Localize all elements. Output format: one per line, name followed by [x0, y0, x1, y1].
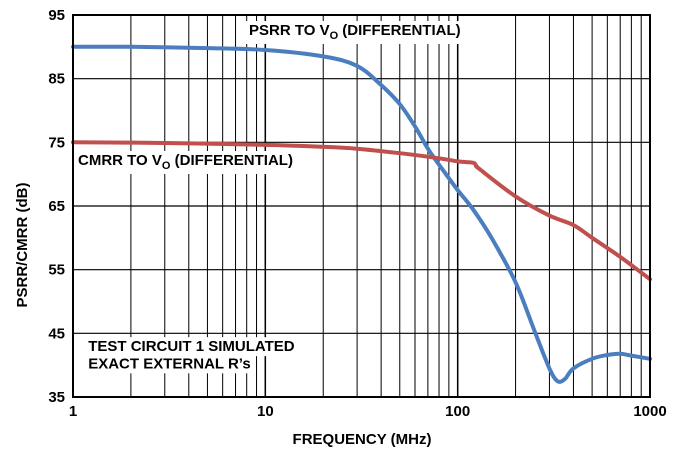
svg-text:PSRR TO VO (DIFFERENTIAL): PSRR TO VO (DIFFERENTIAL) — [249, 22, 461, 42]
y-axis-title: PSRR/CMRR (dB) — [14, 183, 31, 308]
cmrr-series-line — [71, 140, 652, 282]
y-tick-label: 45 — [48, 325, 65, 342]
y-tick-label: 75 — [48, 134, 65, 151]
y-tick-label: 35 — [48, 389, 65, 406]
y-tick-label: 55 — [48, 262, 65, 279]
y-tick-label: 65 — [48, 198, 65, 215]
psrr-series-line — [71, 44, 652, 384]
cmrr-series-label: CMRR TO VO (DIFFERENTIAL) — [74, 151, 297, 174]
plot-frame — [72, 14, 651, 398]
annotation-background — [85, 354, 254, 374]
x-tick-label: 10 — [257, 403, 274, 420]
y-tick-label: 85 — [48, 71, 65, 88]
y-tick-label: 95 — [48, 7, 65, 24]
psrr-series-label: PSRR TO VO (DIFFERENTIAL) — [245, 21, 465, 44]
series-layer — [71, 44, 652, 384]
x-axis-title: FREQUENCY (MHz) — [293, 431, 432, 448]
annotation-test-circuit: TEST CIRCUIT 1 SIMULATED — [88, 338, 295, 355]
x-tick-label: 1000 — [633, 403, 666, 420]
grid — [72, 14, 651, 398]
svg-text:CMRR TO VO (DIFFERENTIAL): CMRR TO VO (DIFFERENTIAL) — [78, 152, 293, 172]
series-labels: PSRR TO VO (DIFFERENTIAL) CMRR TO VO (DIF… — [74, 21, 465, 174]
x-tick-label: 1 — [69, 403, 77, 420]
x-tick-label: 100 — [445, 403, 470, 420]
annotation-exact-external: EXACT EXTERNAL R’s — [88, 355, 251, 372]
tick-labels: 1 10 100 1000 35 45 55 65 75 85 95 — [48, 7, 666, 420]
annotation-background — [85, 337, 298, 357]
